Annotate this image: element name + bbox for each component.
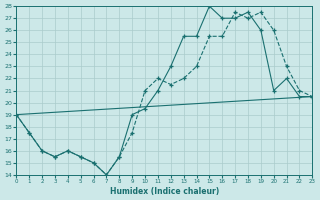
X-axis label: Humidex (Indice chaleur): Humidex (Indice chaleur) bbox=[110, 187, 219, 196]
